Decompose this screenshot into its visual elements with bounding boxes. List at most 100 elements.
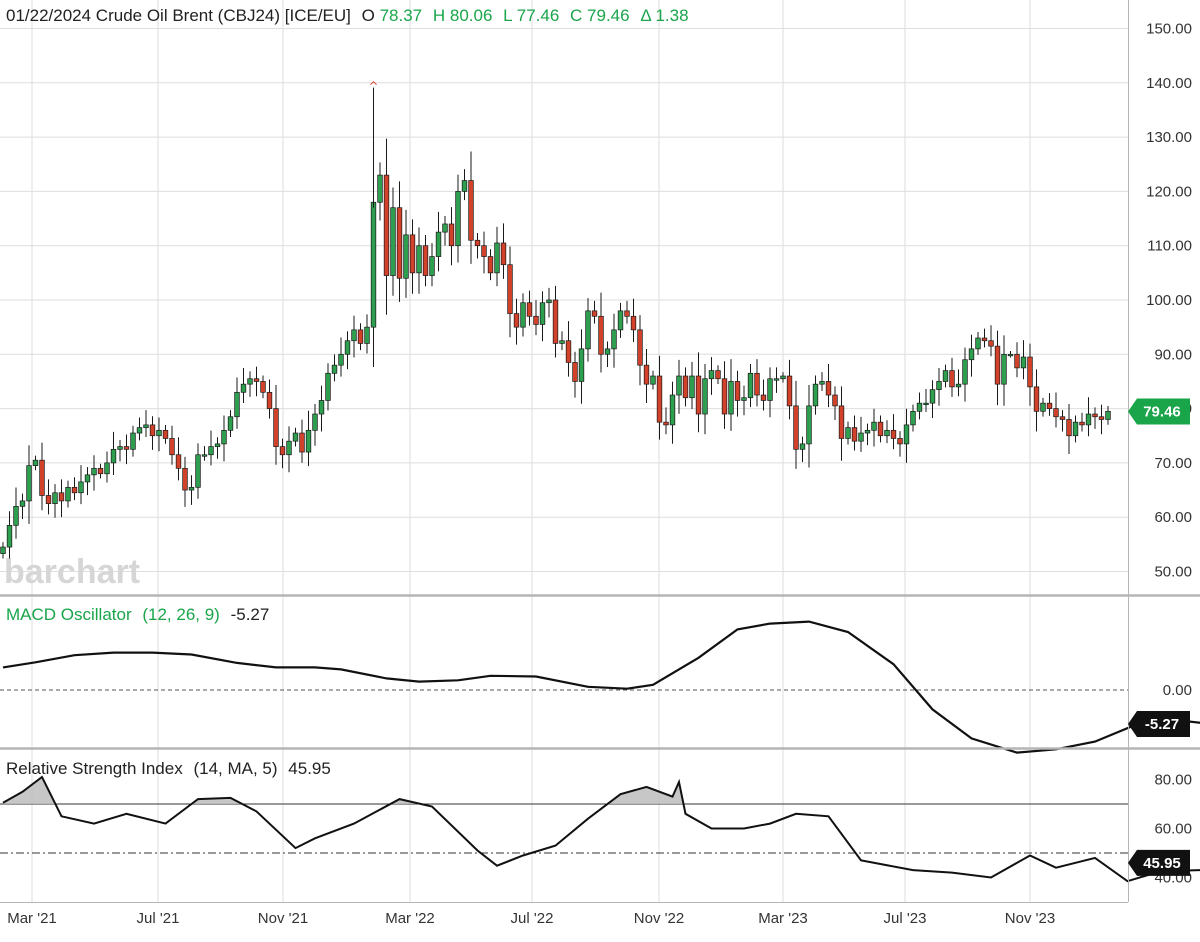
x-tick-label: Mar '23 [758, 910, 808, 927]
candle-up [136, 427, 143, 434]
candle-down [468, 180, 474, 241]
candle-up [968, 348, 975, 361]
x-tick-label: Nov '22 [634, 910, 684, 927]
candle-up [65, 486, 71, 502]
candle-up [702, 378, 708, 415]
candle-up [1085, 413, 1092, 426]
candle-down [58, 492, 65, 502]
candle-up [845, 427, 851, 439]
candle-down [39, 459, 45, 496]
candle-up [871, 421, 877, 431]
candle-up [364, 326, 370, 344]
candle-up [325, 372, 331, 401]
candle-down [71, 486, 78, 494]
candle-up [806, 405, 812, 445]
candle-down [994, 345, 1001, 385]
candle-down [715, 370, 721, 380]
candle-up [214, 443, 221, 447]
candle-up [442, 223, 448, 233]
candle-up [1001, 353, 1007, 385]
candle-up [975, 337, 981, 350]
candle-down [1098, 416, 1105, 420]
candle-up [910, 410, 916, 426]
candle-down [481, 245, 487, 257]
x-tick-label: Jul '22 [511, 910, 554, 927]
rsi-y-tick: 60.00 [1154, 821, 1192, 838]
candle-up [6, 524, 13, 548]
candle-down [838, 405, 845, 439]
candle-down [422, 245, 429, 276]
candle-up [305, 429, 312, 453]
candle-up [84, 474, 91, 483]
candle-down [565, 340, 572, 363]
candle-down [123, 446, 130, 450]
candle-up [344, 340, 351, 355]
high-marker [370, 80, 377, 86]
candle-down [663, 421, 669, 426]
candle-down [630, 315, 637, 331]
candle-down [637, 329, 643, 366]
candle-down [721, 378, 728, 415]
candle-up [676, 375, 682, 396]
candle-up [1020, 356, 1027, 369]
candle-up [773, 378, 780, 381]
candle-up [942, 370, 949, 382]
candle-up [104, 462, 110, 475]
candle-up [689, 375, 695, 399]
candle-up [19, 500, 26, 507]
candle-down [169, 438, 175, 456]
candle-down [656, 375, 663, 423]
candle-up [188, 486, 195, 491]
candle-down [507, 264, 513, 314]
candle-up [962, 359, 968, 385]
candle-up [546, 299, 552, 304]
candle-down [949, 370, 955, 388]
candle-down [760, 394, 767, 401]
candle-down [552, 299, 559, 344]
macd-title: MACD Oscillator (12, 26, 9) -5.27 [6, 605, 269, 624]
rsi-value: 45.95 [288, 759, 331, 778]
watermark-logo: barchart [4, 553, 140, 591]
candle-down [695, 375, 702, 415]
macd-params: (12, 26, 9) [142, 605, 220, 624]
macd-value: -5.27 [231, 605, 270, 624]
candle-up [234, 391, 240, 418]
candle-down [97, 467, 104, 475]
macd-last-flag: -5.27 [1128, 710, 1190, 737]
macd-name: MACD Oscillator [6, 605, 132, 624]
rsi-layer [0, 775, 1200, 883]
candle-up [26, 465, 32, 502]
rsi-name: Relative Strength Index [6, 759, 183, 778]
candle-down [754, 372, 760, 396]
rsi-title: Relative Strength Index (14, MA, 5) 45.9… [6, 759, 331, 778]
candle-up [539, 302, 546, 325]
candle-down [266, 391, 273, 409]
candle-down [383, 174, 390, 276]
rsi-last-flag: 45.95 [1128, 849, 1190, 876]
candle-down [1046, 402, 1053, 409]
candle-up [416, 245, 422, 274]
candle-up [461, 180, 468, 192]
candle-down [448, 223, 455, 247]
y-tick-label: 70.00 [1154, 455, 1192, 472]
candle-down [500, 242, 507, 266]
candle-up [1105, 410, 1111, 420]
y-tick-label: 60.00 [1154, 509, 1192, 526]
high-label: H [433, 6, 445, 25]
x-tick-label: Nov '23 [1005, 910, 1055, 927]
candle-up [578, 348, 585, 382]
candle-down [1079, 421, 1085, 426]
candle-up [370, 201, 377, 328]
candle-down [182, 467, 188, 491]
candle-up [195, 454, 201, 488]
candle-up [240, 383, 247, 393]
candle-up [650, 375, 656, 385]
candle-up [955, 383, 962, 388]
candle-up [91, 467, 97, 476]
macd-y-tick: 0.00 [1163, 682, 1192, 699]
candle-up [455, 191, 461, 247]
last-price-flag: 79.46 [1128, 398, 1190, 425]
candle-up [208, 446, 214, 456]
candle-down [793, 405, 799, 450]
